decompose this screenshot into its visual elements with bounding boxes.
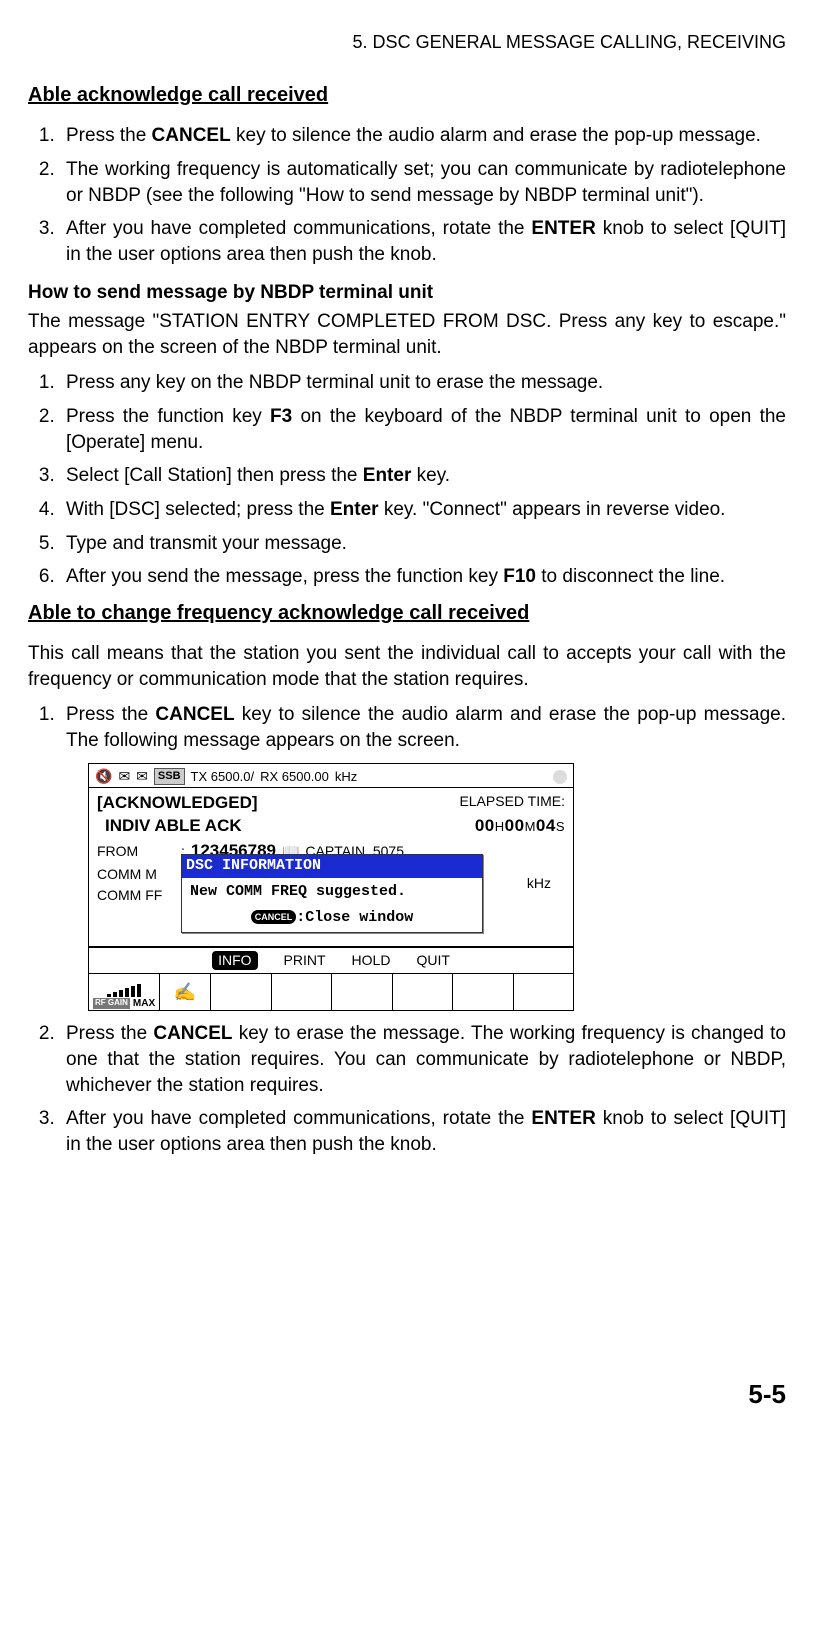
steps-change-freq-a: Press the CANCEL key to silence the audi…	[28, 702, 786, 753]
compose-icon: ✍	[160, 974, 211, 1010]
change-freq-intro: This call means that the station you sen…	[28, 641, 786, 692]
steps-change-freq-b: Press the CANCEL key to erase the messag…	[28, 1021, 786, 1157]
step: After you have completed communications,…	[60, 216, 786, 267]
user-options: INFO PRINT HOLD QUIT	[89, 947, 573, 974]
rx-value: RX 6500.00	[260, 768, 329, 786]
step: After you have completed communications,…	[60, 1106, 786, 1157]
step: Press the CANCEL key to erase the messag…	[60, 1021, 786, 1098]
device-screen: 🔇 ✉ ✉ SSB TX 6500.0/ RX 6500.00 kHz [ACK…	[88, 763, 574, 1011]
step: Press the function key F3 on the keyboar…	[60, 404, 786, 455]
heading-nbdp: How to send message by NBDP terminal uni…	[28, 280, 786, 306]
elapsed-label: ELAPSED TIME:	[459, 792, 565, 815]
mail-icon: ✉	[118, 767, 130, 786]
mail-out-icon: ✉	[136, 767, 148, 786]
opt-quit[interactable]: QUIT	[416, 951, 449, 970]
popup-title: DSC INFORMATION	[182, 855, 482, 877]
speaker-icon: 🔇	[95, 767, 112, 786]
dsc-info-popup: DSC INFORMATION New COMM FREQ suggested.…	[181, 854, 483, 933]
indiv-label: INDIV ABLE ACK	[105, 815, 242, 838]
step: Press the CANCEL key to silence the audi…	[60, 702, 786, 753]
ssb-badge: SSB	[154, 768, 185, 785]
step: Select [Call Station] then press the Ent…	[60, 463, 786, 489]
step: The working frequency is automatically s…	[60, 157, 786, 208]
tx-value: TX 6500.0/	[191, 768, 255, 786]
rfgain-label: RF GAIN	[93, 998, 130, 1009]
page-number: 5-5	[28, 1377, 786, 1412]
heading-change-freq: Able to change frequency acknowledge cal…	[28, 600, 786, 627]
ack-title: [ACKNOWLEDGED]	[97, 792, 258, 815]
empty-cells	[211, 974, 573, 1010]
chapter-header: 5. DSC GENERAL MESSAGE CALLING, RECEIVIN…	[28, 30, 786, 54]
heading-able-ack: Able acknowledge call received	[28, 82, 786, 109]
opt-info[interactable]: INFO	[212, 951, 257, 970]
step: Press the CANCEL key to silence the audi…	[60, 123, 786, 149]
bottom-bar: RF GAIN MAX ✍	[89, 974, 573, 1010]
signal-bars-icon	[107, 983, 141, 997]
steps-nbdp: Press any key on the NBDP terminal unit …	[28, 370, 786, 589]
step: Press any key on the NBDP terminal unit …	[60, 370, 786, 396]
khz-side: kHz	[527, 874, 551, 893]
nbdp-intro: The message "STATION ENTRY COMPLETED FRO…	[28, 309, 786, 360]
screen-main: [ACKNOWLEDGED] ELAPSED TIME: INDIV ABLE …	[89, 787, 573, 947]
step: After you send the message, press the fu…	[60, 564, 786, 590]
step: Type and transmit your message.	[60, 531, 786, 557]
opt-hold[interactable]: HOLD	[352, 951, 391, 970]
antenna-icon	[553, 770, 567, 784]
status-bar: 🔇 ✉ ✉ SSB TX 6500.0/ RX 6500.00 kHz	[89, 764, 573, 787]
popup-body: New COMM FREQ suggested.	[182, 878, 482, 904]
popup-footer: CANCEL:Close window	[182, 904, 482, 932]
from-label: FROM	[97, 842, 175, 861]
steps-able-ack: Press the CANCEL key to silence the audi…	[28, 123, 786, 267]
max-label: MAX	[133, 997, 155, 1011]
khz-label: kHz	[335, 768, 357, 786]
cancel-pill: CANCEL	[251, 910, 297, 924]
step: With [DSC] selected; press the Enter key…	[60, 497, 786, 523]
opt-print[interactable]: PRINT	[284, 951, 326, 970]
rf-gain: RF GAIN MAX	[89, 974, 160, 1010]
elapsed-time: 00H00M04S	[475, 815, 565, 838]
